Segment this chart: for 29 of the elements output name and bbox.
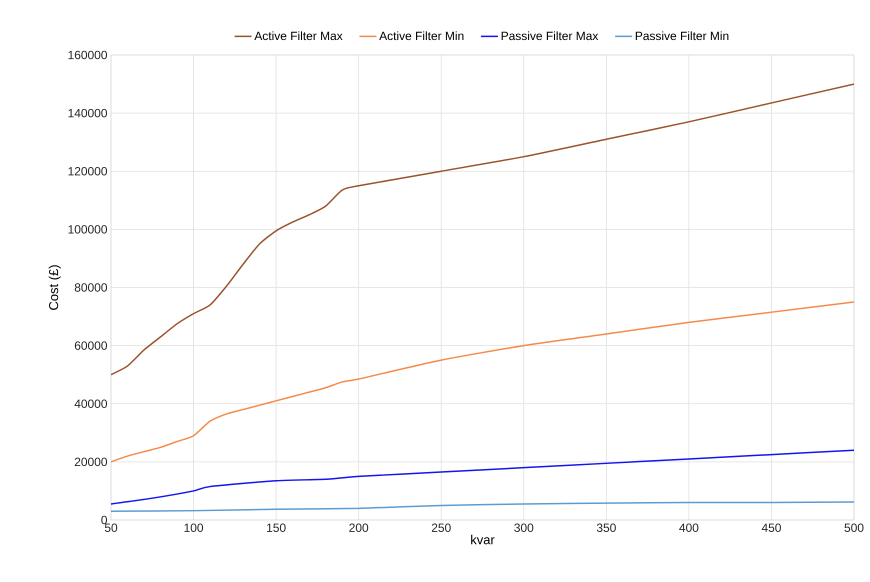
y-tick-label: 120000 <box>68 167 108 176</box>
y-axis-title: Cost (£) <box>48 265 61 310</box>
legend-label: Passive Filter Min <box>636 31 728 40</box>
y-tick-label: 160000 <box>68 50 108 60</box>
legend-label: Active Filter Max <box>254 31 343 40</box>
x-axis-title: kvar <box>471 534 495 544</box>
x-tick-label: 300 <box>514 524 534 532</box>
x-tick-label: 450 <box>762 524 781 532</box>
line-series <box>111 501 854 512</box>
x-tick-label: 250 <box>432 524 451 532</box>
line-series <box>111 83 854 376</box>
line-series <box>111 301 854 463</box>
y-tick-label: 140000 <box>68 108 108 118</box>
x-tick-label: 200 <box>349 524 368 532</box>
legend-label: Passive Filter Max <box>502 31 598 40</box>
y-tick-label: 80000 <box>74 283 108 292</box>
line-series <box>111 449 854 505</box>
x-tick-label: 500 <box>844 524 864 532</box>
y-tick-label: 60000 <box>74 341 108 350</box>
x-tick-label: 400 <box>679 524 698 532</box>
x-tick-label: 100 <box>184 524 204 532</box>
y-tick-label: 0 <box>101 516 108 524</box>
y-tick-label: 20000 <box>74 458 108 466</box>
x-tick-label: 150 <box>267 524 286 532</box>
x-tick-label: 350 <box>596 524 616 532</box>
x-tick-label: 50 <box>104 524 118 532</box>
legend-label: Active Filter Min <box>379 31 464 40</box>
y-tick-label: 100000 <box>68 225 108 234</box>
y-tick-label: 40000 <box>74 400 108 408</box>
